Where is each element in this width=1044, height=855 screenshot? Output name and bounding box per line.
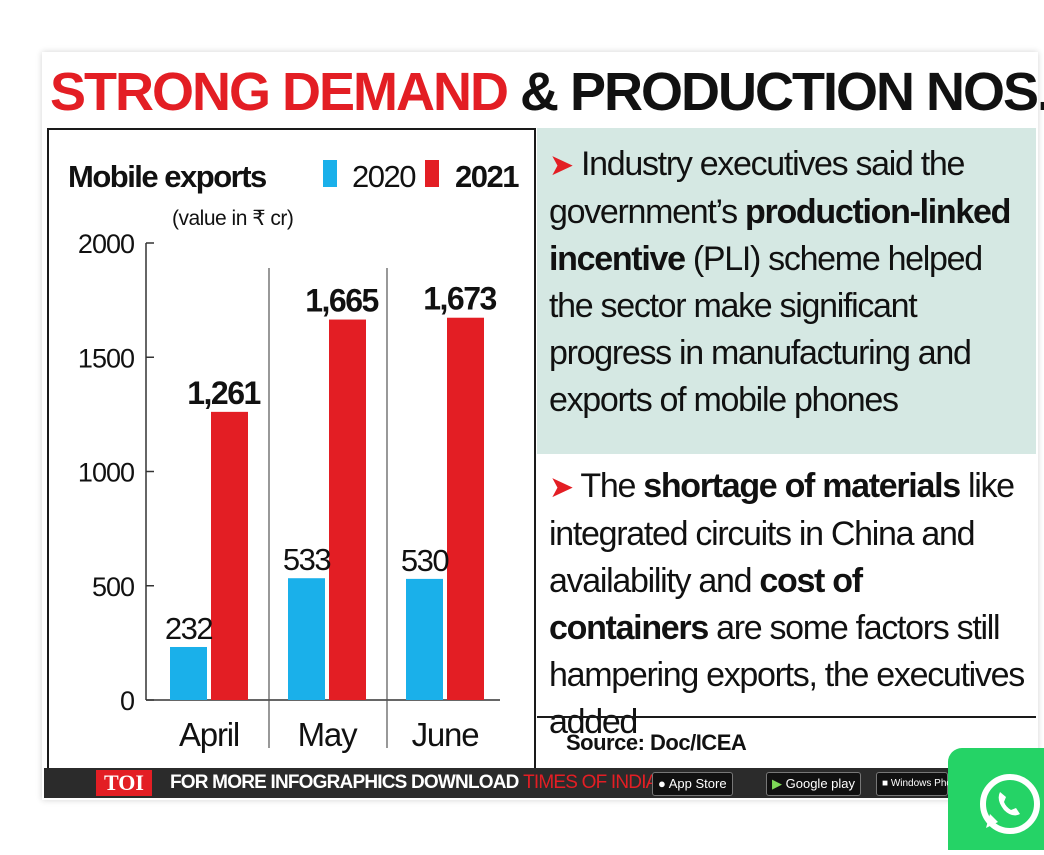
bullet-2-text: The: [580, 467, 644, 505]
highlight-panel: [537, 128, 1036, 454]
google-play-label: Google play: [785, 776, 856, 791]
headline-part1: STRONG DEMAND: [50, 62, 509, 122]
windows-phone-label: Windows Phone: [890, 778, 964, 789]
google-play-badge[interactable]: ▶ Google play: [766, 772, 862, 796]
toi-logo: TOI: [96, 770, 152, 796]
source-note: Source: Doc/ICEA: [566, 730, 747, 755]
app-store-badge[interactable]: ● App Store: [652, 772, 733, 796]
bullet-1: ➤ Industry executives said the governmen…: [549, 141, 1019, 424]
red-arrow-icon: ➤: [549, 149, 574, 182]
bullet-1-bold: production-linked incentive: [549, 193, 1011, 278]
red-arrow-icon: ➤: [549, 471, 574, 504]
windows-phone-badge[interactable]: ■ Windows Phone: [876, 772, 963, 796]
whatsapp-button[interactable]: [948, 748, 1044, 850]
footer-bar: [44, 768, 1038, 798]
headline: STRONG DEMAND & PRODUCTION NOS.: [50, 56, 1044, 128]
bullet-1-text: Industry executives said the government’…: [549, 145, 965, 231]
bullet-2-text-2: like integrated circuits in China and av…: [549, 467, 1015, 600]
windows-icon: ■: [882, 778, 889, 789]
app-store-label: App Store: [668, 776, 727, 791]
footer-cta: FOR MORE INFOGRAPHICS DOWNLOAD: [170, 772, 524, 793]
google-play-icon: ▶: [772, 776, 782, 791]
bullet-2-bold-2: cost of containers: [549, 562, 863, 647]
headline-part2: & PRODUCTION NOS.: [520, 62, 1044, 122]
apple-icon: ●: [658, 776, 666, 791]
chart-panel: [47, 128, 536, 768]
bullet-1-text-2: (PLI) scheme helped the sector make sign…: [549, 240, 983, 419]
whatsapp-icon: [980, 774, 1040, 834]
bullet-2: ➤ The shortage of materials like integra…: [549, 463, 1027, 746]
bullet-2-bold: shortage of materials: [643, 467, 961, 505]
footer-text: FOR MORE INFOGRAPHICS DOWNLOAD TIMES OF …: [170, 770, 696, 796]
divider: [537, 716, 1036, 718]
bullet-2-text-3: are some factors still hampering exports…: [549, 609, 1025, 741]
